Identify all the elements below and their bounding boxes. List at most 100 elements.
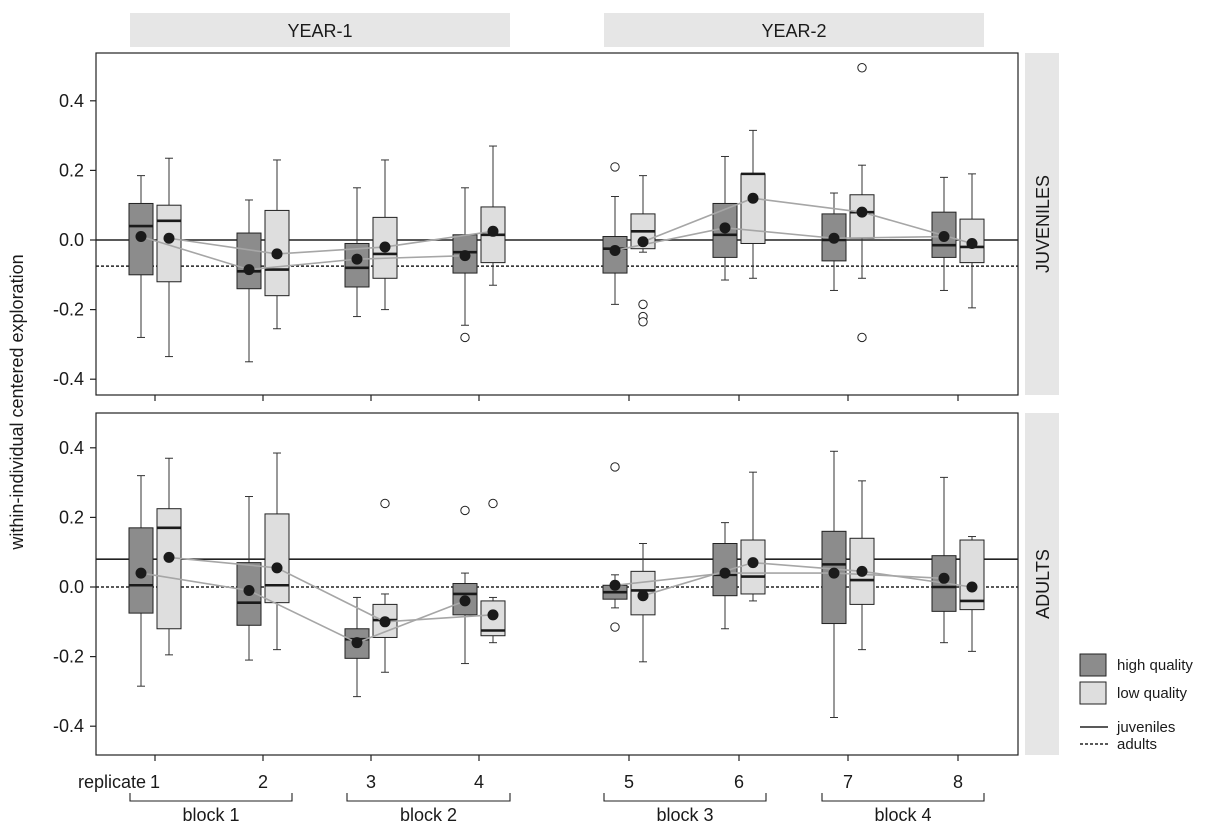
mean-point-high (135, 231, 147, 243)
mean-point-low (966, 237, 978, 249)
strip-year-2-bg (604, 13, 984, 47)
legend-adults-label: adults (1117, 736, 1157, 753)
y-tick-label: -0.4 (53, 716, 84, 736)
block-bracket (129, 793, 293, 802)
strip-year-1-bg (130, 13, 510, 47)
replicate-label: replicate (78, 772, 146, 792)
legend-low-label: low quality (1117, 685, 1188, 702)
mean-point-low (747, 192, 759, 204)
y-tick-label: 0.0 (59, 230, 84, 250)
mean-point-low (163, 232, 175, 244)
block-bracket (346, 793, 511, 802)
outlier-point (857, 332, 867, 343)
mean-point-high (828, 232, 840, 244)
replicate-label-1: 1 (150, 772, 160, 792)
outlier-point (857, 63, 867, 73)
mean-point-high (938, 231, 950, 243)
replicate-label-7: 7 (843, 772, 853, 792)
y-tick-label: -0.4 (53, 369, 84, 389)
strip-juveniles-bg (1025, 53, 1059, 395)
mean-point-low (379, 241, 391, 253)
mean-line-high (614, 227, 945, 252)
outlier-point (460, 505, 470, 516)
outlier-point (460, 332, 470, 343)
replicate-label-3: 3 (366, 772, 376, 792)
mean-point-high (719, 222, 731, 234)
y-tick-label: 0.2 (59, 507, 84, 527)
box-low (740, 173, 766, 244)
outlier-point (610, 622, 620, 632)
outlier-point (610, 462, 620, 472)
block-label: block 2 (400, 805, 457, 824)
y-tick-label: 0.2 (59, 160, 84, 180)
block-label: block 4 (874, 805, 931, 824)
y-tick-label: 0.4 (59, 91, 84, 111)
strip-juveniles: JUVENILES (1033, 175, 1053, 273)
block-label: block 1 (182, 805, 239, 824)
box-low (849, 194, 875, 239)
mean-point-high (609, 244, 621, 256)
mean-point-high (938, 572, 950, 584)
panel-juveniles: -0.4 -0.2 0.0 0.2 0.4 (53, 52, 1019, 401)
box-high (344, 242, 370, 288)
mean-point-high (243, 264, 255, 276)
mean-point-low (747, 557, 759, 569)
legend-juveniles-label: juveniles (1116, 719, 1175, 736)
mean-line-low (642, 197, 973, 245)
mean-point-low (966, 581, 978, 593)
strip-adults: ADULTS (1033, 549, 1053, 619)
mean-line-low (168, 556, 494, 623)
mean-line-high (614, 572, 945, 587)
mean-point-low (487, 225, 499, 237)
outlier-point (380, 498, 390, 509)
replicate-label-6: 6 (734, 772, 744, 792)
y-tick-label: -0.2 (53, 647, 84, 667)
mean-point-low (856, 206, 868, 218)
y-tick-label: 0.4 (59, 438, 84, 458)
outlier-point (488, 498, 498, 509)
mean-point-high (351, 637, 363, 649)
mean-point-low (637, 590, 649, 602)
panel-frame (95, 52, 1019, 396)
replicate-label-8: 8 (953, 772, 963, 792)
y-tick-label: -0.2 (53, 300, 84, 320)
legend-high-swatch (1079, 653, 1107, 677)
mean-point-low (271, 248, 283, 260)
y-axis-label: within-individual centered exploration (7, 254, 27, 550)
mean-point-high (351, 253, 363, 265)
box-low (959, 539, 985, 611)
mean-point-low (379, 616, 391, 628)
y-tick-label: 0.0 (59, 577, 84, 597)
replicate-label-4: 4 (474, 772, 484, 792)
mean-point-high (719, 567, 731, 579)
strip-year-2: YEAR-2 (761, 21, 826, 41)
replicate-label-2: 2 (258, 772, 268, 792)
strip-adults-bg (1025, 413, 1059, 755)
mean-point-high (459, 595, 471, 607)
mean-point-low (487, 609, 499, 621)
mean-point-high (135, 567, 147, 579)
mean-point-low (856, 565, 868, 577)
replicate-label-5: 5 (624, 772, 634, 792)
outlier-point (638, 317, 648, 327)
mean-point-high (243, 584, 255, 596)
legend-high-label: high quality (1117, 657, 1193, 674)
block-bracket (821, 793, 985, 802)
mean-line-high (140, 572, 466, 644)
mean-point-high (828, 567, 840, 579)
strip-year-1: YEAR-1 (287, 21, 352, 41)
outlier-point (638, 299, 648, 310)
mean-point-low (637, 236, 649, 248)
mean-line-low (168, 230, 494, 255)
mean-point-high (459, 250, 471, 262)
panel-adults: -0.4 -0.2 0.0 0.2 0.4 (53, 412, 1019, 761)
mean-point-low (163, 551, 175, 563)
x-axis: 1 2 3 4 5 6 7 8 block 1 block 2 block 3 block 4 (129, 772, 985, 824)
mean-point-high (609, 579, 621, 591)
mean-point-low (271, 562, 283, 574)
mean-line-high (140, 235, 466, 271)
panel-frame (95, 412, 1019, 756)
box-low (264, 513, 290, 604)
block-label: block 3 (656, 805, 713, 824)
